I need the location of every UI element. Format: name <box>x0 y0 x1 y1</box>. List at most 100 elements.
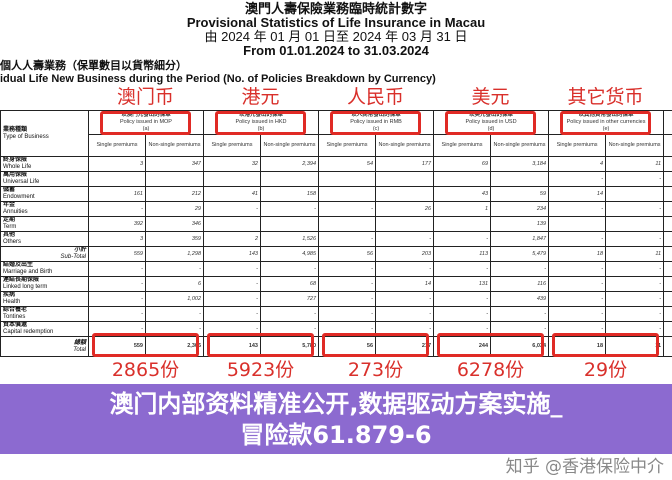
highlight-box <box>207 333 314 357</box>
table-cell: 32 <box>204 157 261 172</box>
table-cell: - <box>261 202 319 217</box>
table-cell: - <box>606 277 664 292</box>
table-cell: 41 <box>204 187 261 202</box>
table-cell <box>146 172 204 187</box>
table-cell: - <box>434 232 491 247</box>
table-cell: 359 <box>146 232 204 247</box>
highlight-box <box>560 111 651 135</box>
table-cell <box>549 217 606 232</box>
table-cell: - <box>434 307 491 322</box>
table-cell: 1,847 <box>491 232 549 247</box>
non-single-premiums-header: Non-single premiums <box>261 135 319 157</box>
table-cell: 68 <box>261 277 319 292</box>
table-cell: - <box>606 307 664 322</box>
non-single-premiums-header: Non-single premiums <box>606 135 664 157</box>
table-cell <box>606 217 664 232</box>
table-cell: - <box>606 172 664 187</box>
table-cell: 56 <box>319 247 376 262</box>
single-premiums-header: Single premiums <box>204 135 261 157</box>
table-cell <box>204 172 261 187</box>
currency-annotation: 港元 <box>203 86 318 108</box>
table-cell: - <box>319 202 376 217</box>
table-cell: 727 <box>261 292 319 307</box>
table-cell: - <box>434 262 491 277</box>
highlight-box <box>322 333 429 357</box>
highlight-box <box>552 333 659 357</box>
table-cell: - <box>319 262 376 277</box>
table-cell: - <box>549 232 606 247</box>
table-cell <box>376 217 434 232</box>
table-cell: - <box>491 262 549 277</box>
currency-annotation: 其它货币 <box>548 86 663 108</box>
total-annotation: 29份 <box>548 359 663 381</box>
table-cell: 26 <box>376 202 434 217</box>
table-cell: 3,184 <box>491 157 549 172</box>
table-cell: 2,394 <box>261 157 319 172</box>
table-cell: - <box>89 277 146 292</box>
table-cell: - <box>204 307 261 322</box>
table-cell <box>319 217 376 232</box>
watermark: 知乎 @香港保险中介 <box>506 457 664 477</box>
table-cell: 11 <box>606 157 664 172</box>
table-cell: - <box>606 262 664 277</box>
table-cell: - <box>204 202 261 217</box>
table-cell: - <box>204 277 261 292</box>
period-en: From 01.01.2024 to 31.03.2024 <box>0 44 672 58</box>
table-cell: - <box>606 292 664 307</box>
non-single-premiums-header: Non-single premiums <box>146 135 204 157</box>
table-cell: 14 <box>376 277 434 292</box>
overlay-title-line1: 澳门内部资料精准公开,数据驱动方案实施_ <box>0 389 672 419</box>
table-cell: - <box>204 262 261 277</box>
title-zh: 澳門人壽保險業務臨時統計數字 <box>0 2 672 16</box>
table-cell <box>89 172 146 187</box>
table-cell: 177 <box>376 157 434 172</box>
table-cell: - <box>606 202 664 217</box>
table-cell <box>491 172 549 187</box>
table-cell: 212 <box>146 187 204 202</box>
table-cell: 4,985 <box>261 247 319 262</box>
table-cell: - <box>549 262 606 277</box>
table-cell: 43 <box>434 187 491 202</box>
table-cell <box>319 187 376 202</box>
highlight-box <box>92 333 199 357</box>
non-single-premiums-header: Non-single premiums <box>376 135 434 157</box>
single-premiums-header: Single premiums <box>89 135 146 157</box>
table-cell: 11 <box>606 247 664 262</box>
table-cell: - <box>549 307 606 322</box>
table-cell: - <box>376 292 434 307</box>
table-cell: 346 <box>146 217 204 232</box>
non-single-premiums-header: Non-single premiums <box>491 135 549 157</box>
highlight-box <box>445 111 536 135</box>
table-cell <box>261 217 319 232</box>
table-cell <box>434 172 491 187</box>
table-cell: - <box>549 292 606 307</box>
table-cell: 54 <box>319 157 376 172</box>
total-annotation: 6278份 <box>433 359 548 381</box>
table-cell: - <box>261 307 319 322</box>
table-cell <box>261 172 319 187</box>
overlay-title-line2: 冒险款61.879-6 <box>0 420 672 450</box>
table-cell: 3 <box>89 232 146 247</box>
table-cell: 203 <box>376 247 434 262</box>
table-cell: - <box>376 307 434 322</box>
table-cell: - <box>376 232 434 247</box>
table-cell: 113 <box>434 247 491 262</box>
table-cell: - <box>319 277 376 292</box>
table-cell: 2 <box>204 232 261 247</box>
table-cell: 1,298 <box>146 247 204 262</box>
table-cell: 69 <box>434 157 491 172</box>
